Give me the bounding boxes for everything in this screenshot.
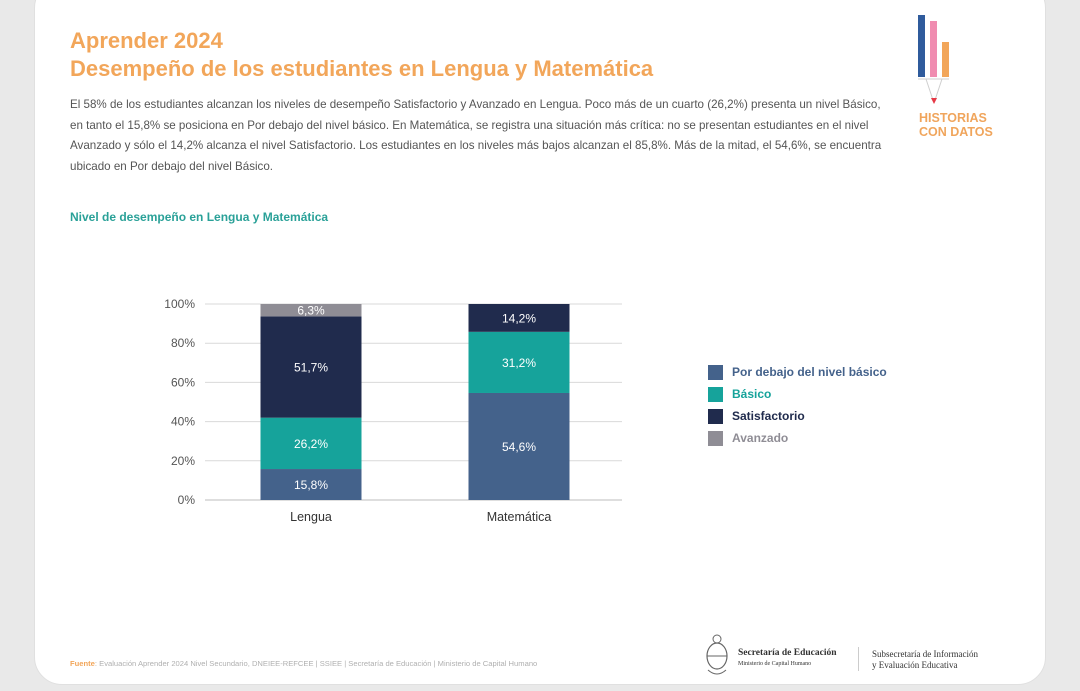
- y-tick-label: 0%: [178, 493, 196, 507]
- data-label: 54,6%: [502, 440, 536, 454]
- source-text: : Evaluación Aprender 2024 Nivel Secunda…: [94, 659, 538, 668]
- chart-title: Nivel de desempeño en Lengua y Matemátic…: [70, 210, 329, 224]
- org-divider: [858, 647, 859, 671]
- logo-bar-orange: [942, 42, 949, 77]
- legend-swatch: [708, 430, 723, 446]
- y-tick-label: 60%: [171, 375, 195, 389]
- data-label: 51,7%: [294, 361, 328, 375]
- source-label: Fuente: [70, 659, 95, 668]
- data-label: 26,2%: [294, 437, 328, 451]
- x-tick-label: Lengua: [290, 510, 332, 524]
- data-label: 6,3%: [297, 304, 325, 318]
- legend-item: Avanzado: [708, 427, 887, 449]
- bar-segment: [468, 392, 570, 500]
- legend-swatch: [708, 386, 723, 402]
- data-label: 15,8%: [294, 478, 328, 492]
- suborg-line1: Subsecretaría de Información: [872, 649, 978, 659]
- chart-legend: Por debajo del nivel básico Básico Satisfa…: [708, 361, 887, 449]
- x-tick-label: Matemática: [487, 510, 552, 524]
- suborg-line2: y Evaluación Educativa: [872, 660, 958, 670]
- legend-label: Satisfactorio: [732, 409, 805, 423]
- logo-bar-blue: [918, 15, 925, 77]
- source-note: Fuente: Evaluación Aprender 2024 Nivel S…: [70, 659, 537, 668]
- org-name: Secretaría de Educación: [738, 648, 837, 658]
- page-subtitle: Desempeño de los estudiantes en Lengua y…: [70, 56, 654, 81]
- legend-item: Por debajo del nivel básico: [708, 361, 887, 383]
- y-tick-label: 40%: [171, 415, 195, 429]
- org-ministry: Ministerio de Capital Humano: [738, 661, 812, 667]
- data-label: 14,2%: [502, 311, 536, 325]
- legend-item: Básico: [708, 383, 887, 405]
- page-title: Aprender 2024: [70, 28, 223, 53]
- legend-label: Básico: [732, 387, 772, 401]
- bar-segment: [260, 304, 362, 317]
- y-tick-label: 100%: [164, 297, 195, 311]
- historias-con-datos-logo-icon: [918, 15, 949, 104]
- logo-bar-pink: [930, 21, 937, 77]
- y-tick-label: 80%: [171, 336, 195, 350]
- legend-label: Por debajo del nivel básico: [732, 365, 887, 379]
- bar-segment: [260, 417, 362, 470]
- bar-segment: [260, 316, 362, 418]
- legend-label: Avanzado: [732, 431, 789, 445]
- y-tick-label: 20%: [171, 454, 195, 468]
- logo-text-line2: CON DATOS: [919, 125, 993, 139]
- bar-segment: [260, 469, 362, 500]
- legend-swatch: [708, 408, 723, 424]
- bar-segment: [468, 331, 570, 393]
- coat-of-arms-icon: [706, 634, 728, 675]
- legend-swatch: [708, 364, 723, 380]
- bar-segment: [468, 304, 570, 332]
- legend-item: Satisfactorio: [708, 405, 887, 427]
- intro-paragraph: El 58% de los estudiantes alcanzan los n…: [70, 98, 882, 173]
- logo-text-line1: HISTORIAS: [919, 111, 987, 125]
- data-label: 31,2%: [502, 356, 536, 370]
